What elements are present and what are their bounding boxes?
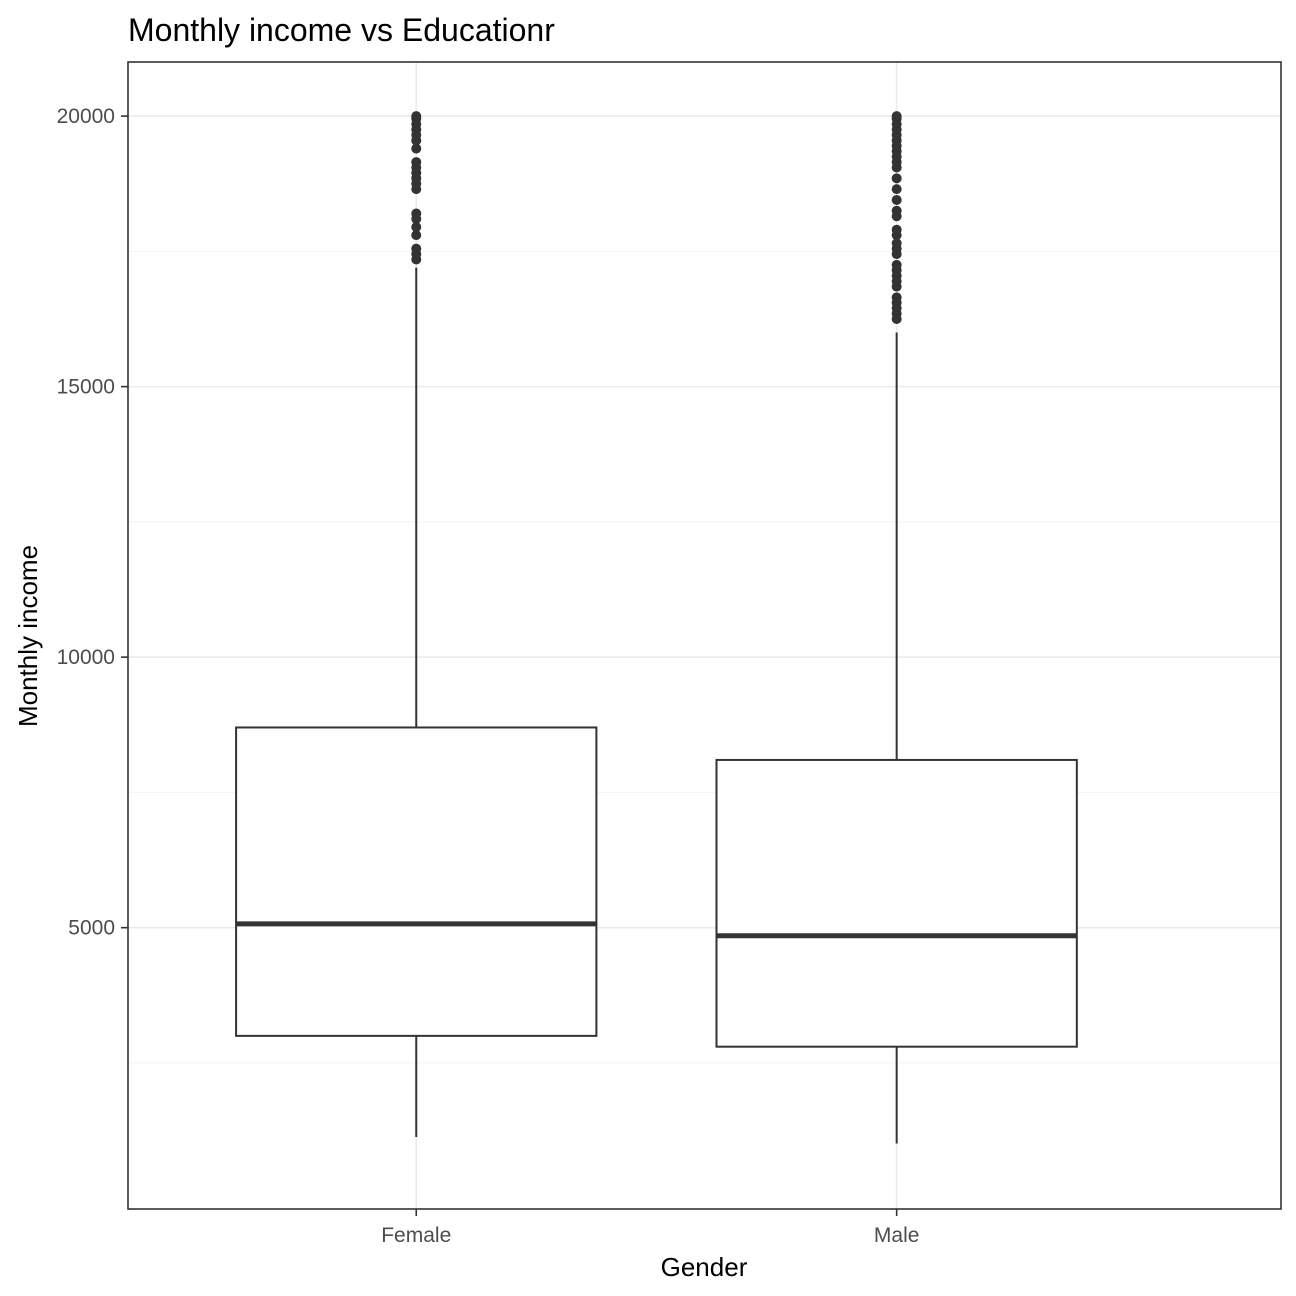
y-tick-label: 20000	[57, 105, 115, 128]
outlier-point	[891, 111, 902, 122]
outlier-point	[891, 205, 902, 216]
axes: 5000 10000 15000 20000 Female Male	[57, 105, 920, 1247]
outlier-point	[891, 194, 902, 205]
box-male	[715, 111, 1078, 1144]
outlier-point	[411, 111, 422, 122]
y-tick-label: 5000	[68, 917, 115, 940]
y-tick-label: 10000	[57, 646, 115, 669]
box-marks	[235, 111, 1078, 1144]
outlier-point	[891, 184, 902, 195]
outlier-point	[411, 243, 422, 254]
box-female	[235, 111, 598, 1138]
outlier-point	[411, 157, 422, 168]
y-tick-label: 15000	[57, 376, 115, 399]
outlier-point	[891, 238, 902, 249]
x-axis-title: Gender	[661, 1252, 748, 1282]
y-axis-title: Monthly income	[13, 545, 43, 727]
x-tick-label: Female	[381, 1224, 451, 1247]
outlier-point	[411, 208, 422, 219]
grid	[128, 62, 1281, 1209]
outlier-point	[411, 143, 422, 154]
outlier-point	[411, 230, 422, 241]
panel-border	[127, 61, 1282, 1210]
box-iqr	[715, 758, 1078, 1048]
box-iqr	[235, 726, 598, 1037]
outlier-point	[411, 222, 422, 233]
x-tick-label: Male	[874, 1224, 920, 1247]
outlier-point	[891, 224, 902, 235]
outlier-point	[891, 292, 902, 303]
chart-title: Monthly income vs Educationr	[128, 12, 555, 48]
outlier-point	[891, 259, 902, 270]
outlier-point	[891, 173, 902, 184]
